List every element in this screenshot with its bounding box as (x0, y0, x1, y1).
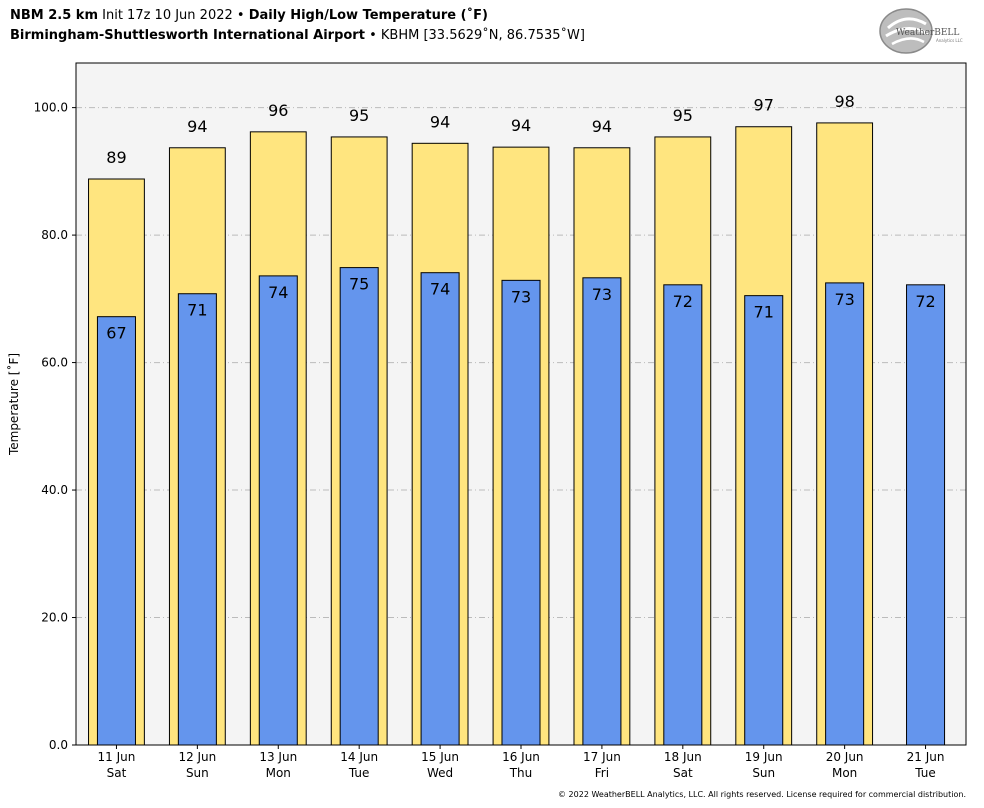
chart-header: NBM 2.5 km Init 17z 10 Jun 2022 • Daily … (10, 6, 585, 46)
x-tick-weekday: Thu (509, 766, 533, 780)
station-coords: KBHM [33.5629˚N, 86.7535˚W] (380, 28, 585, 43)
low-temp-bar (663, 284, 703, 746)
x-tick-weekday: Sat (673, 766, 693, 780)
x-tick-label: 15 Jun (421, 750, 459, 764)
low-temp-bar (339, 267, 379, 746)
low-temp-label: 74 (430, 280, 450, 299)
low-temp-label: 67 (106, 324, 126, 343)
low-temp-bar (582, 277, 622, 746)
high-temp-label: 98 (834, 92, 854, 111)
low-temp-label: 73 (834, 290, 854, 309)
low-temp-bar (420, 272, 460, 746)
low-temp-label: 73 (592, 285, 612, 304)
weatherbell-swirl-logo-icon: WeatherBELL Analytics LLC (879, 8, 963, 54)
x-tick-label: 17 Jun (583, 750, 621, 764)
x-tick-weekday: Sun (752, 766, 775, 780)
model-name: NBM 2.5 km (10, 8, 98, 23)
x-tick-label: 20 Jun (826, 750, 864, 764)
x-tick-label: 13 Jun (259, 750, 297, 764)
station-name: Birmingham-Shuttlesworth International A… (10, 28, 365, 43)
x-tick-label: 11 Jun (98, 750, 136, 764)
y-tick-label: 80.0 (41, 228, 68, 242)
x-tick-weekday: Fri (595, 766, 609, 780)
x-tick-weekday: Tue (914, 766, 936, 780)
x-tick-weekday: Mon (832, 766, 857, 780)
high-temp-label: 95 (349, 106, 369, 125)
x-tick-weekday: Sun (186, 766, 209, 780)
header-separator: • (369, 28, 377, 43)
x-tick-label: 16 Jun (502, 750, 540, 764)
low-temp-bar (906, 284, 946, 746)
low-temp-bar (177, 293, 217, 746)
x-tick-weekday: Wed (427, 766, 453, 780)
low-temp-label: 72 (915, 292, 935, 311)
low-temp-bar (258, 275, 298, 746)
y-tick-label: 40.0 (41, 483, 68, 497)
high-temp-label: 94 (430, 112, 450, 131)
header-separator: • (236, 8, 245, 23)
header-line-2: Birmingham-Shuttlesworth International A… (10, 26, 585, 46)
header-line-1: NBM 2.5 km Init 17z 10 Jun 2022 • Daily … (10, 6, 585, 26)
copyright-notice: © 2022 WeatherBELL Analytics, LLC. All r… (558, 790, 966, 799)
low-temp-bar (96, 316, 136, 746)
x-tick-label: 18 Jun (664, 750, 702, 764)
low-temp-bar (744, 295, 784, 746)
low-temp-label: 71 (754, 303, 774, 322)
weatherbell-logo: WeatherBELL Analytics LLC (878, 6, 970, 56)
low-temp-label: 75 (349, 275, 369, 294)
high-temp-label: 97 (754, 96, 774, 115)
x-tick-label: 14 Jun (340, 750, 378, 764)
high-temp-label: 94 (187, 117, 207, 136)
low-temp-label: 74 (268, 283, 288, 302)
high-temp-label: 96 (268, 101, 288, 120)
low-temp-bar (825, 282, 865, 746)
x-tick-weekday: Tue (348, 766, 370, 780)
low-temp-bar (501, 279, 541, 746)
y-tick-label: 60.0 (41, 356, 68, 370)
low-temp-label: 73 (511, 287, 531, 306)
chart-title: Daily High/Low Temperature (˚F) (248, 8, 488, 23)
y-tick-label: 0.0 (49, 738, 68, 752)
x-tick-label: 21 Jun (907, 750, 945, 764)
low-temp-label: 71 (187, 301, 207, 320)
y-tick-label: 100.0 (34, 101, 68, 115)
x-tick-weekday: Mon (266, 766, 291, 780)
plot-frame (75, 62, 967, 746)
high-temp-label: 95 (673, 106, 693, 125)
x-tick-label: 12 Jun (178, 750, 216, 764)
x-tick-weekday: Sat (107, 766, 127, 780)
logo-subtext: Analytics LLC (936, 38, 963, 43)
y-tick-label: 20.0 (41, 611, 68, 625)
logo-wordmark: WeatherBELL (896, 28, 959, 38)
y-axis-label: Temperature [˚F] (6, 353, 21, 456)
high-temp-label: 94 (592, 117, 612, 136)
low-temp-label: 72 (673, 292, 693, 311)
high-temp-label: 89 (106, 148, 126, 167)
x-tick-label: 19 Jun (745, 750, 783, 764)
high-temp-label: 94 (511, 116, 531, 135)
init-time: Init 17z 10 Jun 2022 (102, 8, 233, 23)
